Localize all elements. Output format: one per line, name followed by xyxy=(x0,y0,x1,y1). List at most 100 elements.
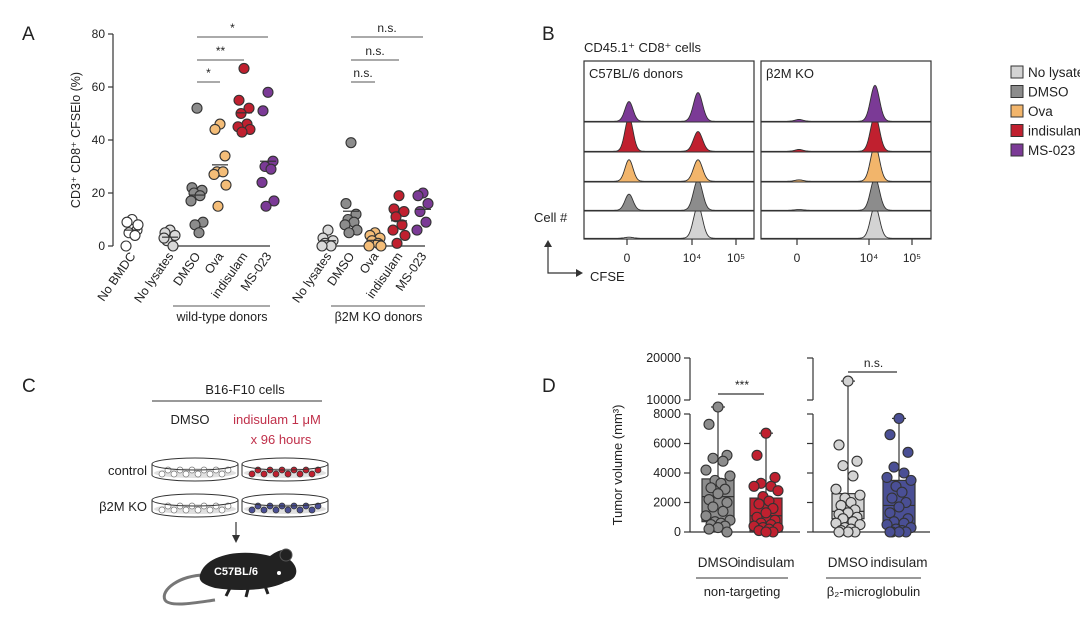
x-tick-label: 10⁵ xyxy=(727,251,745,265)
mouse-icon: C57BL/6 xyxy=(162,548,297,606)
group-label: non-targeting xyxy=(704,584,781,599)
significance-label: * xyxy=(206,66,211,80)
data-point xyxy=(712,488,724,500)
data-point xyxy=(703,523,715,535)
data-point xyxy=(830,483,842,495)
cell-icon xyxy=(308,470,316,478)
cell-icon xyxy=(260,470,268,478)
data-point xyxy=(167,240,179,252)
cell-icon xyxy=(206,506,214,514)
histogram-facet-frame xyxy=(583,60,755,240)
histogram-dmso xyxy=(760,177,932,212)
data-point xyxy=(884,526,896,538)
category-label: No lysates xyxy=(132,250,177,306)
data-point xyxy=(220,179,232,191)
data-point xyxy=(256,176,268,188)
cell-icon xyxy=(248,470,256,478)
data-point xyxy=(393,190,405,202)
data-point xyxy=(898,467,910,479)
data-point xyxy=(363,240,375,252)
legend-label: Ova xyxy=(1028,104,1053,119)
cell-icon xyxy=(296,506,304,514)
panel-a-ylabel: CD3⁺ CD8⁺ CFSElo (%) xyxy=(69,72,83,208)
culture-dishes xyxy=(151,457,329,518)
data-point xyxy=(340,198,352,210)
data-point xyxy=(390,211,402,223)
significance-label: n.s. xyxy=(365,44,384,58)
data-point xyxy=(721,526,733,538)
y-tick-label: 2000 xyxy=(653,496,681,510)
legend-swatch xyxy=(1010,124,1024,137)
data-point xyxy=(902,446,914,458)
group-label: wild-type donors xyxy=(175,310,267,324)
data-point xyxy=(208,168,220,180)
panel-b-ylabel: Cell # xyxy=(534,210,568,225)
panel-b-xlabel: CFSE xyxy=(590,269,625,284)
y-tick-label: 8000 xyxy=(653,407,681,421)
data-point xyxy=(191,102,203,114)
x-tick-label: 10⁵ xyxy=(903,251,921,265)
histogram-no-lysates xyxy=(583,205,755,240)
data-point xyxy=(185,195,197,207)
data-point xyxy=(772,485,784,497)
panel-label-d: D xyxy=(542,376,556,397)
x-tick-label: 0 xyxy=(794,251,801,265)
data-point xyxy=(753,498,765,510)
cell-icon xyxy=(272,470,280,478)
cell-icon xyxy=(302,466,310,474)
cell-icon xyxy=(170,470,178,478)
data-point xyxy=(748,480,760,492)
significance-label: * xyxy=(230,21,235,35)
cell-icon xyxy=(260,506,268,514)
legend-label: MS-023 xyxy=(1028,143,1075,158)
mouse-label: C57BL/6 xyxy=(214,566,258,578)
data-point xyxy=(760,507,772,519)
category-label: DMSO xyxy=(170,249,203,288)
data-point xyxy=(235,107,247,120)
data-point xyxy=(896,486,908,498)
data-point xyxy=(842,375,854,387)
arrowheads-icon xyxy=(544,240,583,277)
data-point xyxy=(217,166,229,178)
culture-dish-icon xyxy=(241,457,329,482)
data-point xyxy=(886,492,898,504)
legend-swatch xyxy=(1010,85,1024,98)
cell-icon xyxy=(194,470,202,478)
y-tick-label: 80 xyxy=(92,27,106,41)
data-point xyxy=(893,412,905,424)
group-label: β₂-microglobulin xyxy=(827,584,920,599)
data-point xyxy=(193,227,205,239)
histogram-no-lysates xyxy=(760,205,932,240)
histogram-dmso xyxy=(583,179,755,212)
histogram-facet-frame xyxy=(760,60,932,240)
legend-swatch xyxy=(1010,104,1024,118)
cell-icon xyxy=(248,506,256,514)
legend-label: No lysates xyxy=(1028,65,1080,80)
data-point xyxy=(705,482,717,494)
data-point xyxy=(345,137,357,149)
arrowhead-down-icon xyxy=(232,535,240,543)
data-point xyxy=(343,227,355,239)
row-control: control xyxy=(108,463,147,478)
dish-rim xyxy=(151,457,239,471)
data-point xyxy=(751,449,763,461)
data-point xyxy=(236,126,248,138)
data-point xyxy=(209,123,221,135)
data-point xyxy=(893,501,905,513)
cell-icon xyxy=(218,506,226,514)
cell-icon xyxy=(284,506,292,514)
y-tick-label: 40 xyxy=(92,133,106,147)
data-point xyxy=(881,471,893,483)
cell-icon xyxy=(284,470,292,478)
y-tick-label: 10000 xyxy=(646,393,681,407)
cell-icon xyxy=(254,466,262,474)
data-point xyxy=(760,526,772,538)
data-point xyxy=(257,105,269,117)
significance-label: ** xyxy=(216,44,226,58)
significance-label: *** xyxy=(735,378,749,392)
cell-icon xyxy=(254,502,262,510)
panel-label-a: A xyxy=(22,24,35,45)
data-point xyxy=(724,470,736,482)
panel-d-boxplot: Tumor volume (mm³) 0 2000 4000 6000 80001000… xyxy=(610,351,930,599)
